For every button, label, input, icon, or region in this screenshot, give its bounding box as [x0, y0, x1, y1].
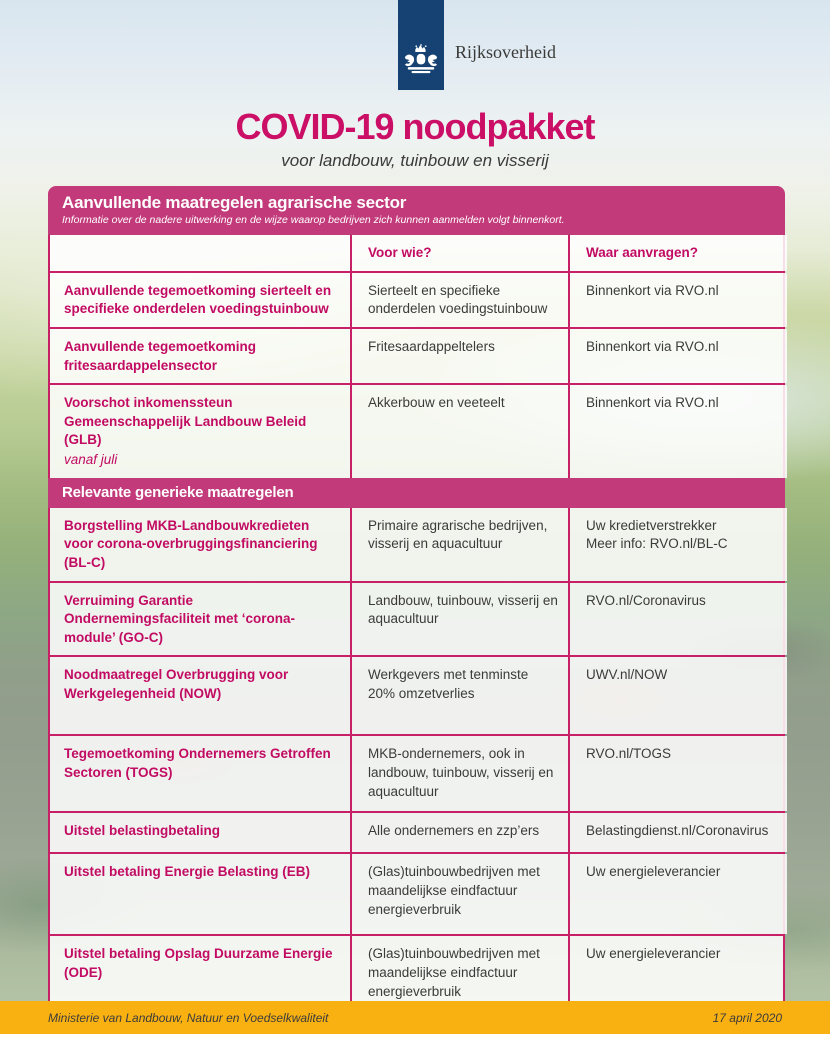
where-cell: Uw energieleverancier [570, 854, 787, 935]
measure-label: Voorschot inkomenssteun Gemeenschappelij… [64, 395, 307, 448]
where-cell: Binnenkort via RVO.nl [570, 385, 787, 478]
table-row-fritesaardappelen: Aanvullende tegemoetkoming fritesaardapp… [48, 328, 787, 386]
who-cell: Akkerbouw en veeteelt [352, 385, 570, 478]
section-title: Aanvullende maatregelen agrarische secto… [62, 193, 407, 212]
measure-cell: Uitstel betaling Energie Belasting (EB) [50, 854, 352, 935]
who-cell: Alle ondernemers en zzp’ers [352, 813, 570, 853]
where-cell: Binnenkort via RVO.nl [570, 328, 787, 384]
where-cell: Binnenkort via RVO.nl [570, 272, 787, 327]
measure-cell: Aanvullende tegemoetkoming fritesaardapp… [50, 328, 352, 384]
where-cell: Uw kredietverstrekker Meer info: RVO.nl/… [570, 507, 787, 581]
measure-cell: Uitstel belastingbetaling [50, 813, 352, 853]
where-cell: RVO.nl/TOGS [570, 736, 787, 812]
measures-table: Aanvullende maatregelen agrarische secto… [48, 186, 787, 1015]
footer-ministry: Ministerie van Landbouw, Natuur en Voeds… [48, 1010, 329, 1025]
who-cell: (Glas)tuinbouwbedrijven met maandelijkse… [352, 854, 570, 935]
measure-cell: Verruiming Garantie Ondernemingsfacilite… [50, 582, 352, 656]
where-cell: UWV.nl/NOW [570, 657, 787, 735]
section-header-agrarische-sector: Aanvullende maatregelen agrarische secto… [48, 186, 785, 235]
table-row-glb: Voorschot inkomenssteun Gemeenschappelij… [48, 385, 787, 478]
table-row-togs: Tegemoetkoming Ondernemers Getroffen Sec… [48, 736, 787, 814]
who-cell: Landbouw, tuinbouw, visserij en aquacult… [352, 582, 570, 656]
page-subtitle: voor landbouw, tuinbouw en visserij [281, 151, 549, 170]
where-cell: Belastingdienst.nl/Coronavirus [570, 813, 787, 853]
who-cell: Sierteelt en specifieke onderdelen voedi… [352, 272, 570, 327]
where-cell: RVO.nl/Coronavirus [570, 582, 787, 656]
who-cell: MKB-ondernemers, ook in landbouw, tuinbo… [352, 736, 570, 812]
table-row-goc: Verruiming Garantie Ondernemingsfacilite… [48, 582, 787, 658]
section-subtitle: Informatie over de nadere uitwerking en … [62, 214, 565, 226]
column-header-who: Voor wie? [352, 235, 570, 271]
column-header-row: Voor wie? Waar aanvragen? [48, 235, 787, 273]
column-header-where: Waar aanvragen? [570, 235, 787, 271]
table-row-eb: Uitstel betaling Energie Belasting (EB) … [48, 854, 787, 937]
rijksoverheid-crest-icon [404, 44, 438, 74]
footer-bar: Ministerie van Landbouw, Natuur en Voeds… [0, 1001, 830, 1034]
measure-cell: Uitstel betaling Opslag Duurzame Energie… [50, 936, 352, 1013]
measure-cell: Tegemoetkoming Ondernemers Getroffen Sec… [50, 736, 352, 812]
table-row-now: Noodmaatregel Overbrugging voor Werkgele… [48, 657, 787, 737]
measure-cell: Voorschot inkomenssteun Gemeenschappelij… [50, 385, 352, 478]
who-cell: (Glas)tuinbouwbedrijven met maandelijkse… [352, 936, 570, 1013]
rijksoverheid-logo-ribbon [398, 0, 444, 90]
page-title: COVID-19 noodpakket [235, 106, 595, 147]
measure-note: vanaf juli [64, 452, 118, 467]
who-cell: Primaire agrarische bedrijven, visserij … [352, 507, 570, 581]
table-row-sierteelt: Aanvullende tegemoetkoming sierteelt en … [48, 272, 787, 329]
table-row-belastingbetaling: Uitstel belastingbetaling Alle onderneme… [48, 813, 787, 855]
title-block: COVID-19 noodpakket voor landbouw, tuinb… [0, 106, 830, 171]
column-header-measure [50, 235, 352, 271]
rijksoverheid-wordmark: Rijksoverheid [455, 42, 556, 62]
measure-cell: Aanvullende tegemoetkoming sierteelt en … [50, 272, 352, 327]
table-row-blc: Borgstelling MKB-Landbouwkredieten voor … [48, 507, 787, 583]
table-row-ode: Uitstel betaling Opslag Duurzame Energie… [48, 936, 785, 1015]
who-cell: Fritesaardappeltelers [352, 328, 570, 384]
section-header-generieke-maatregelen: Relevante generieke maatregelen [48, 477, 785, 508]
where-cell: Uw energieleverancier [570, 936, 783, 1013]
measure-cell: Noodmaatregel Overbrugging voor Werkgele… [50, 657, 352, 735]
measure-cell: Borgstelling MKB-Landbouwkredieten voor … [50, 507, 352, 581]
who-cell: Werkgevers met tenminste 20% omzetverlie… [352, 657, 570, 735]
footer-date: 17 april 2020 [712, 1010, 782, 1025]
